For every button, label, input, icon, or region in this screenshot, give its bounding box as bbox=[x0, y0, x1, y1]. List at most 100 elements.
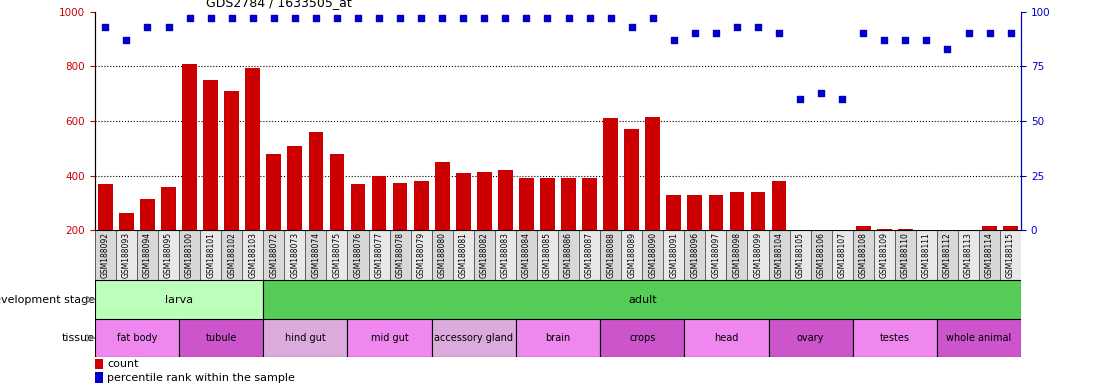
Text: GSM188072: GSM188072 bbox=[269, 232, 278, 278]
Point bbox=[791, 96, 809, 102]
Text: mid gut: mid gut bbox=[371, 333, 408, 343]
Bar bbox=[498, 170, 512, 285]
Bar bbox=[329, 154, 345, 285]
Bar bbox=[263, 280, 1021, 319]
Bar bbox=[540, 179, 555, 285]
Text: GSM188111: GSM188111 bbox=[922, 232, 931, 278]
Bar bbox=[516, 230, 537, 280]
Bar bbox=[1003, 226, 1018, 285]
Point bbox=[160, 24, 177, 30]
Point bbox=[202, 15, 220, 21]
Text: GSM188089: GSM188089 bbox=[627, 232, 636, 278]
Bar bbox=[853, 230, 874, 280]
Point bbox=[665, 37, 683, 43]
Bar bbox=[748, 230, 769, 280]
Text: GSM188077: GSM188077 bbox=[375, 232, 384, 278]
Text: GSM188101: GSM188101 bbox=[206, 232, 215, 278]
Bar bbox=[393, 182, 407, 285]
Point bbox=[138, 24, 156, 30]
Point bbox=[392, 15, 410, 21]
Point bbox=[960, 30, 978, 36]
Bar bbox=[95, 230, 116, 280]
Text: GSM188114: GSM188114 bbox=[985, 232, 994, 278]
Text: fat body: fat body bbox=[117, 333, 157, 343]
Bar bbox=[853, 319, 937, 357]
Text: larva: larva bbox=[165, 295, 193, 305]
Text: GSM188082: GSM188082 bbox=[480, 232, 489, 278]
Point bbox=[412, 15, 430, 21]
Text: head: head bbox=[714, 333, 739, 343]
Point bbox=[875, 37, 893, 43]
Bar bbox=[137, 230, 158, 280]
Text: GDS2784 / 1633505_at: GDS2784 / 1633505_at bbox=[206, 0, 352, 9]
Bar bbox=[182, 63, 196, 285]
Text: GSM188098: GSM188098 bbox=[732, 232, 741, 278]
Bar bbox=[453, 230, 474, 280]
Text: GSM188115: GSM188115 bbox=[1007, 232, 1016, 278]
Text: GSM188078: GSM188078 bbox=[395, 232, 405, 278]
Bar bbox=[1000, 230, 1021, 280]
Point bbox=[181, 15, 199, 21]
Bar bbox=[477, 172, 492, 285]
Text: GSM188108: GSM188108 bbox=[858, 232, 868, 278]
Text: GSM188097: GSM188097 bbox=[711, 232, 721, 278]
Point bbox=[475, 15, 493, 21]
Text: brain: brain bbox=[546, 333, 570, 343]
Point bbox=[497, 15, 514, 21]
Bar bbox=[877, 229, 892, 285]
Bar bbox=[224, 91, 239, 285]
Bar bbox=[831, 230, 853, 280]
Text: GSM188095: GSM188095 bbox=[164, 232, 173, 278]
Bar bbox=[663, 230, 684, 280]
Bar bbox=[730, 192, 744, 285]
Bar bbox=[263, 230, 285, 280]
Bar bbox=[141, 199, 155, 285]
Point bbox=[243, 15, 261, 21]
Bar bbox=[920, 238, 934, 285]
Text: accessory gland: accessory gland bbox=[434, 333, 513, 343]
Text: crops: crops bbox=[629, 333, 655, 343]
Bar bbox=[604, 118, 618, 285]
Bar bbox=[898, 229, 913, 285]
Text: GSM188076: GSM188076 bbox=[354, 232, 363, 278]
Bar bbox=[856, 226, 870, 285]
Text: count: count bbox=[107, 359, 138, 369]
Text: GSM188084: GSM188084 bbox=[522, 232, 531, 278]
Text: tissue: tissue bbox=[61, 333, 95, 343]
Bar bbox=[937, 319, 1021, 357]
Text: GSM188090: GSM188090 bbox=[648, 232, 657, 278]
Text: GSM188109: GSM188109 bbox=[879, 232, 888, 278]
Bar bbox=[979, 230, 1000, 280]
Bar bbox=[372, 176, 386, 285]
Bar bbox=[624, 129, 639, 285]
Bar bbox=[600, 319, 684, 357]
Point bbox=[371, 15, 388, 21]
Bar bbox=[792, 258, 808, 285]
Bar bbox=[95, 319, 179, 357]
Bar bbox=[958, 230, 979, 280]
Text: GSM188106: GSM188106 bbox=[817, 232, 826, 278]
Point bbox=[349, 15, 367, 21]
Text: GSM188104: GSM188104 bbox=[775, 232, 783, 278]
Point bbox=[896, 37, 914, 43]
Bar bbox=[267, 154, 281, 285]
Bar bbox=[645, 117, 660, 285]
Bar bbox=[368, 230, 389, 280]
Text: GSM188112: GSM188112 bbox=[943, 232, 952, 278]
Text: GSM188088: GSM188088 bbox=[606, 232, 615, 278]
Text: whole animal: whole animal bbox=[946, 333, 1012, 343]
Point bbox=[580, 15, 598, 21]
Bar bbox=[350, 184, 365, 285]
Bar bbox=[666, 195, 681, 285]
Bar bbox=[789, 230, 810, 280]
Bar bbox=[432, 319, 516, 357]
Bar bbox=[769, 230, 789, 280]
Bar bbox=[179, 230, 200, 280]
Bar bbox=[982, 226, 997, 285]
Bar bbox=[579, 230, 600, 280]
Text: GSM188073: GSM188073 bbox=[290, 232, 299, 278]
Bar bbox=[727, 230, 748, 280]
Bar bbox=[516, 319, 600, 357]
Bar bbox=[389, 230, 411, 280]
Text: hind gut: hind gut bbox=[285, 333, 326, 343]
